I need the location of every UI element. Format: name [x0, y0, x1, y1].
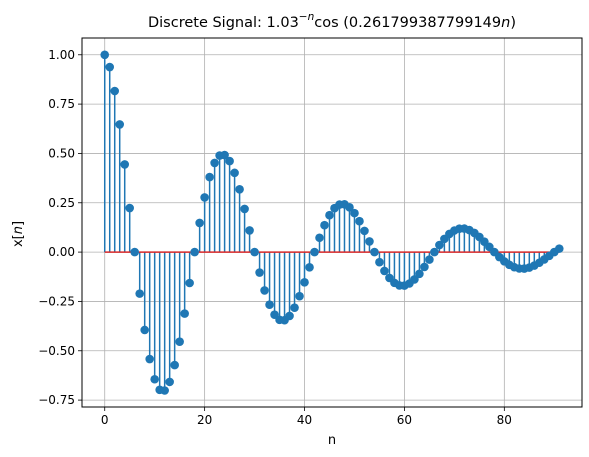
stem-marker [410, 275, 419, 284]
stem-marker [255, 268, 264, 277]
stem-marker [110, 86, 120, 96]
y-tick-label: −0.75 [38, 393, 75, 407]
stem-marker [305, 262, 314, 272]
chart-title-tail: cos (0.261799387799149 [314, 15, 501, 31]
stem-marker [370, 247, 379, 257]
stem-marker [365, 237, 374, 246]
y-tick-label: −0.50 [38, 344, 75, 358]
chart-title: Discrete Signal: 1.03−ncos (0.2617993877… [148, 11, 516, 31]
stem-marker [145, 354, 154, 364]
stem-marker [200, 193, 209, 202]
stem-marker [135, 289, 144, 298]
stem-marker [185, 278, 194, 288]
stem-marker [360, 226, 369, 236]
stem-marker [290, 303, 299, 312]
stem-marker [315, 233, 324, 243]
stem-marker [325, 210, 334, 220]
stem-marker [435, 240, 444, 250]
stem-marker [250, 247, 259, 257]
stem-marker [140, 325, 149, 335]
grid [82, 38, 582, 407]
stem-marker [120, 160, 130, 169]
stem-marker [355, 216, 364, 226]
stem-marker [345, 203, 354, 212]
stem-marker [210, 158, 219, 168]
stem-marker [295, 291, 304, 301]
chart-title-variable: n [501, 15, 510, 31]
y-tick-label: −0.25 [38, 294, 75, 308]
x-ticks: 0 20 40 60 80 [101, 407, 512, 427]
y-axis-label: x[n] [11, 221, 26, 247]
stem-marker [170, 360, 179, 370]
stem-marker [150, 374, 159, 384]
stem-marker [165, 377, 174, 387]
stem-marker [160, 386, 169, 395]
y-axis-label-pre: x[ [11, 234, 26, 247]
stem-marker [430, 247, 439, 257]
stem-marker [130, 247, 139, 257]
stem-marker [320, 220, 329, 230]
x-tick-label: 0 [101, 413, 109, 427]
stem-marker [190, 247, 199, 257]
chart-title-exponent: −n [299, 11, 314, 23]
x-tick-label: 80 [497, 413, 512, 427]
stem-marker [225, 156, 234, 166]
stem-marker [220, 150, 229, 160]
stem-marker [205, 172, 214, 182]
y-tick-label: 0.00 [48, 245, 75, 259]
stem-marker [375, 257, 384, 267]
stem-marker [350, 208, 359, 218]
stem-marker [100, 50, 110, 60]
stem-marker [415, 269, 424, 279]
stem-marker [195, 218, 204, 228]
stem-marker [310, 247, 319, 257]
stem-marker [245, 226, 254, 235]
chart-title-main: Discrete Signal: 1.03 [148, 15, 299, 31]
x-tick-label: 40 [297, 413, 312, 427]
stem-marker [105, 62, 115, 72]
markers [100, 50, 564, 395]
stem-marker [235, 184, 244, 194]
stem-marker [175, 337, 184, 346]
x-tick-label: 60 [397, 413, 412, 427]
y-axis-label-variable: n [11, 226, 26, 234]
stem-marker [230, 168, 239, 178]
stem-marker [265, 300, 274, 310]
stem-marker [115, 120, 125, 129]
stem-marker [300, 278, 309, 287]
stem-marker [180, 309, 189, 318]
y-axis-label-post: ] [11, 221, 26, 226]
stems [103, 54, 561, 391]
stem-marker [240, 204, 249, 214]
stem-marker [425, 255, 434, 264]
y-tick-label: 0.50 [48, 146, 75, 160]
stem-marker [285, 311, 294, 321]
y-tick-label: 0.75 [48, 97, 75, 111]
stem-marker [260, 286, 269, 295]
x-tick-label: 20 [197, 413, 212, 427]
stem-marker [125, 203, 135, 213]
stem-marker [420, 262, 429, 272]
y-tick-label: 0.25 [48, 196, 75, 210]
x-axis-label: n [328, 433, 336, 448]
stem-marker [554, 244, 564, 253]
chart-title-close: ) [510, 15, 516, 31]
plot-frame [81, 37, 583, 408]
y-tick-label: 1.00 [48, 48, 75, 62]
y-ticks: −0.75 −0.50 −0.25 0.00 0.25 0.50 0.75 1.00 [38, 48, 82, 407]
stem-marker [380, 266, 389, 276]
